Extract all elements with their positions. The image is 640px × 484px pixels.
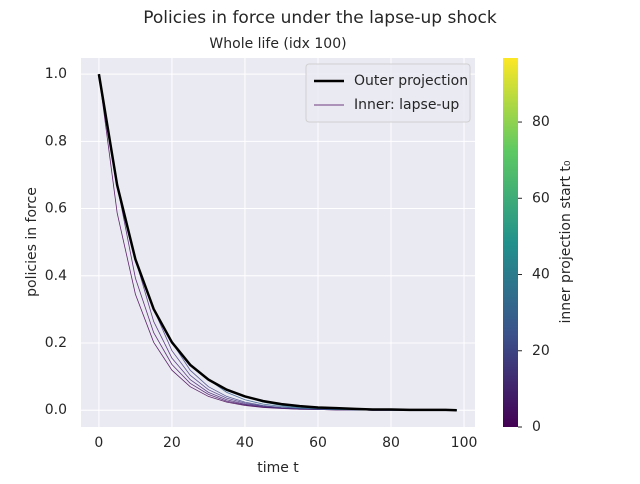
y-axis-label: policies in force (24, 187, 40, 297)
x-tick-label: 100 (451, 435, 478, 451)
chart-title: Policies in force under the lapse-up sho… (143, 8, 497, 28)
chart-subtitle: Whole life (idx 100) (209, 36, 346, 52)
legend-label: Outer projection (354, 73, 468, 89)
y-tick-label: 0.8 (45, 133, 67, 149)
colorbar-tick-label: 60 (532, 190, 550, 206)
legend-label: Inner: lapse-up (354, 97, 459, 113)
x-tick-label: 80 (382, 435, 400, 451)
y-tick-label: 0.6 (45, 201, 67, 217)
legend (305, 63, 471, 123)
colorbar-label: inner projection start t₀ (558, 160, 574, 323)
colorbar-tick-label: 20 (532, 343, 550, 359)
colorbar-tick-label: 80 (532, 114, 550, 130)
x-tick-label: 0 (94, 435, 103, 451)
colorbar (503, 58, 518, 427)
colorbar-tick-label: 0 (532, 419, 541, 435)
y-tick-label: 0.0 (45, 402, 67, 418)
series-line (97, 73, 457, 412)
x-tick-label: 20 (163, 435, 181, 451)
x-tick-label: 60 (309, 435, 327, 451)
x-tick-label: 40 (236, 435, 254, 451)
colorbar-tick-label: 40 (532, 267, 550, 283)
x-axis-label: time t (257, 460, 299, 476)
y-tick-label: 0.4 (45, 268, 67, 284)
y-tick-label: 1.0 (45, 66, 67, 82)
y-tick-label: 0.2 (45, 335, 67, 351)
